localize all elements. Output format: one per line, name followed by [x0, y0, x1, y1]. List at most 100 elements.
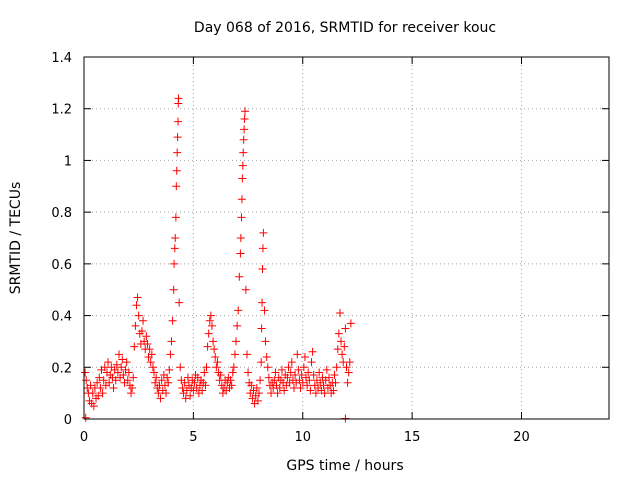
data-point [105, 378, 114, 387]
x-tick-label: 10 [294, 430, 311, 445]
data-point [166, 350, 175, 359]
data-point [261, 337, 270, 346]
data-point [273, 389, 282, 398]
data-point [258, 298, 267, 307]
data-point [137, 327, 146, 336]
data-point [167, 337, 176, 346]
data-point [258, 265, 267, 274]
data-point [173, 148, 182, 157]
data-point [143, 340, 152, 349]
data-point [244, 368, 253, 377]
data-point [343, 378, 352, 387]
data-point [198, 386, 207, 395]
data-point [341, 324, 350, 333]
y-tick-labels: 0 0.2 0.4 0.6 0.8 1 1.2 1.4 [51, 51, 72, 428]
data-point [96, 383, 105, 392]
data-point [163, 373, 172, 382]
data-point [329, 386, 338, 395]
data-point [306, 386, 315, 395]
data-point [235, 272, 244, 281]
data-point [242, 350, 251, 359]
data-point [258, 244, 267, 253]
data-point [89, 402, 98, 411]
y-tick-label: 1.4 [51, 51, 72, 66]
data-point [186, 391, 195, 400]
data-point [239, 135, 248, 144]
data-point [157, 376, 166, 385]
data-point [152, 373, 161, 382]
data-point [253, 396, 262, 405]
data-point [172, 182, 181, 191]
data-point [82, 376, 91, 385]
data-point [275, 383, 284, 392]
data-point [241, 107, 249, 116]
data-point [104, 358, 113, 367]
data-point [255, 389, 263, 398]
data-point [81, 368, 90, 377]
data-point [95, 373, 104, 382]
data-point [207, 321, 216, 330]
grid [84, 57, 609, 419]
data-point [133, 293, 142, 302]
chart-title: Day 068 of 2016, SRMTID for receiver kou… [194, 20, 496, 36]
data-point [286, 368, 295, 377]
data-point [183, 373, 192, 382]
data-point [164, 378, 173, 387]
x-tick-label: 20 [513, 430, 530, 445]
data-point [174, 94, 183, 103]
axis-ticks [83, 56, 609, 420]
data-point [280, 386, 289, 395]
data-point [233, 321, 242, 330]
data-point [308, 347, 317, 356]
data-point [205, 316, 214, 325]
data-point [322, 365, 331, 374]
plot-frame [83, 56, 610, 420]
data-point [169, 285, 178, 294]
y-tick-label: 0.4 [51, 310, 72, 325]
data-point [150, 368, 158, 377]
data-point [238, 174, 247, 183]
data-point [240, 115, 249, 124]
data-point [257, 324, 266, 333]
data-point [145, 345, 154, 354]
data-point [213, 358, 222, 367]
data-point [124, 368, 133, 377]
data-point [202, 363, 211, 372]
data-point [129, 373, 138, 382]
data-point [130, 342, 139, 351]
data-point [118, 355, 127, 364]
data-point [303, 381, 312, 390]
data-point [342, 363, 351, 372]
data-point [325, 373, 333, 382]
x-tick-labels: 0 5 10 15 20 [80, 430, 530, 445]
data-point [335, 308, 344, 317]
data-point [93, 378, 102, 387]
data-point [345, 358, 354, 367]
data-point [333, 345, 342, 354]
data-point [178, 383, 187, 392]
data-points [81, 94, 355, 423]
data-point [170, 259, 179, 268]
data-point [171, 213, 180, 222]
y-tick-label: 0.2 [51, 361, 72, 376]
data-point [252, 383, 261, 392]
data-point [115, 350, 123, 359]
data-point [287, 358, 296, 367]
data-point [122, 358, 131, 367]
data-point [127, 389, 136, 398]
data-point [237, 213, 246, 222]
data-point [170, 244, 179, 253]
data-point [154, 389, 163, 398]
data-point [128, 383, 137, 392]
data-point [341, 414, 350, 423]
data-point [230, 350, 239, 359]
data-point [293, 350, 302, 359]
data-point [206, 311, 215, 320]
data-point [229, 363, 238, 372]
data-point [180, 378, 189, 387]
data-point [142, 332, 151, 341]
data-point [307, 358, 316, 367]
data-point [236, 249, 245, 258]
data-point [330, 371, 339, 380]
data-point [226, 376, 235, 385]
